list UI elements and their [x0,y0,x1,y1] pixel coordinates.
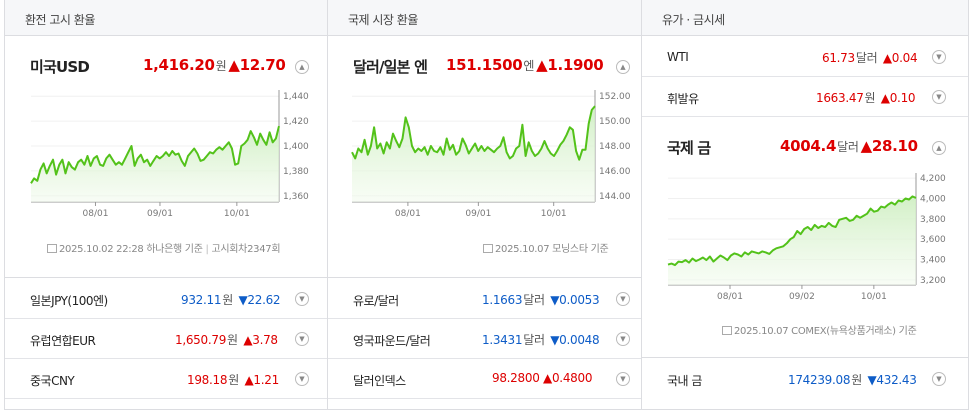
gold-chart: 4,200 4,000 3,800 3,600 3,400 3,200 08/01 09/02… [667,173,946,302]
y-tick-label: 1,400 [283,142,309,152]
y-tick-label: 152.00 [599,92,631,102]
list-item[interactable]: 달러인덱스 98.2800 ▲0.4800 ▼ [328,359,641,399]
y-tick-label: 144.00 [599,192,631,202]
rate-value: 151.1500엔 ▲1.1900 [446,56,604,74]
list-item[interactable]: 중국CNY 198.18원 ▲1.21 ▼ [5,359,327,399]
chevron-down-icon[interactable]: ▼ [295,292,309,306]
list-item[interactable]: 휘발유 1663.47원 ▲0.10 ▼ [642,77,968,117]
oil-gold-panel: 유가 · 금시세 WTI 61.73달러 ▲0.04 ▼ 휘발유 1663.47… [642,0,969,410]
chevron-down-icon[interactable]: ▼ [932,372,946,386]
main-rate-card[interactable]: 미국USD 1,416.20원 ▲12.70 ▲ 1,440 1,420 1,400 1… [5,37,327,278]
document-icon [47,244,57,253]
y-tick-label: 3,200 [920,276,946,286]
y-tick-label: 150.00 [599,117,631,127]
rate-value: 4004.4달러 ▲28.10 [780,137,918,155]
chevron-down-icon[interactable]: ▼ [616,332,630,346]
y-tick-label: 1,360 [283,192,309,202]
y-tick-label: 3,400 [920,256,946,266]
international-rate-panel: 국제 시장 환율 달러/일본 엔 151.1500엔 ▲1.1900 ▲ 152.… [328,0,642,410]
panel-header: 환전 고시 환율 [5,0,327,36]
chevron-down-icon[interactable]: ▼ [616,292,630,306]
list-item[interactable]: 유럽연합EUR 1,650.79원 ▲3.78 ▼ [5,319,327,359]
source-note: 2025.10.07 모닝스타 기준 [483,240,609,255]
y-tick-label: 3,600 [920,235,946,245]
chevron-up-icon[interactable]: ▲ [616,60,630,74]
panel-header: 유가 · 금시세 [642,0,968,36]
series-area [668,196,916,285]
panel-header: 국제 시장 환율 [328,0,641,36]
x-tick-label: 08/01 [83,209,109,219]
x-tick-label: 08/01 [395,209,421,219]
rate-value: 1,416.20원 ▲12.70 [143,56,286,74]
list-item[interactable]: 국내 금 174239.08원 ▼432.43 ▼ [642,359,968,399]
x-tick-label: 09/01 [147,209,173,219]
rate-name: 미국USD [30,58,90,76]
x-tick-label: 10/01 [224,209,250,219]
series-area [352,106,595,202]
document-icon [722,326,732,335]
y-tick-label: 3,800 [920,215,946,225]
main-rate-card[interactable]: 달러/일본 엔 151.1500엔 ▲1.1900 ▲ 152.00 150.00 1… [328,37,641,278]
y-tick-label: 1,420 [283,117,309,127]
series-line [667,195,917,267]
list-item[interactable]: 일본JPY(100엔) 932.11원 ▼22.62 ▼ [5,279,327,319]
exchange-rate-panel: 환전 고시 환율 미국USD 1,416.20원 ▲12.70 ▲ 1,440 1,… [4,0,328,410]
usd-chart: 1,440 1,420 1,400 1,380 1,360 08/01 09/01 10/01 [30,90,309,219]
chevron-down-icon[interactable]: ▼ [295,372,309,386]
y-tick-label: 1,380 [283,167,309,177]
document-icon [483,244,493,253]
y-tick-label: 4,000 [920,194,946,204]
source-note: 2025.10.02 22:28 하나은행 기준 | 고시회차2347회 [47,240,281,255]
chevron-down-icon[interactable]: ▼ [616,372,630,386]
list-item[interactable]: 영국파운드/달러 1.3431달러 ▼0.0048 ▼ [328,319,641,359]
list-item[interactable]: 유로/달러 1.1663달러 ▼0.0053 ▼ [328,279,641,319]
y-tick-label: 1,440 [283,92,309,102]
rate-name: 달러/일본 엔 [353,58,428,76]
series-line [351,105,596,161]
jpy-chart: 152.00 150.00 148.00 146.00 144.00 08/01 09/01… [351,90,631,219]
chevron-down-icon[interactable]: ▼ [932,50,946,64]
series-line [30,125,280,184]
chevron-up-icon[interactable]: ▲ [295,60,309,74]
main-rate-card[interactable]: 국제 금 4004.4달러 ▲28.10 ▲ 4,200 4,000 3,800 3,6… [642,117,968,358]
y-tick-label: 4,200 [920,174,946,184]
source-note: 2025.10.07 COMEX(뉴욕상품거래소) 기준 [722,322,917,337]
y-tick-label: 146.00 [599,167,631,177]
series-area [31,126,279,202]
rate-name: 국제 금 [667,139,711,157]
x-tick-label: 10/01 [541,209,567,219]
list-item[interactable]: WTI 61.73달러 ▲0.04 ▼ [642,37,968,77]
x-tick-label: 09/02 [789,292,815,302]
x-tick-label: 09/01 [465,209,491,219]
x-tick-label: 10/01 [861,292,887,302]
chevron-down-icon[interactable]: ▼ [295,332,309,346]
chevron-down-icon[interactable]: ▼ [932,90,946,104]
x-tick-label: 08/01 [717,292,743,302]
y-tick-label: 148.00 [599,142,631,152]
chevron-up-icon[interactable]: ▲ [932,141,946,155]
